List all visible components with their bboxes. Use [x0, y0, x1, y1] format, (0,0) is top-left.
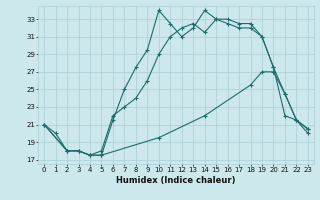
X-axis label: Humidex (Indice chaleur): Humidex (Indice chaleur): [116, 176, 236, 185]
